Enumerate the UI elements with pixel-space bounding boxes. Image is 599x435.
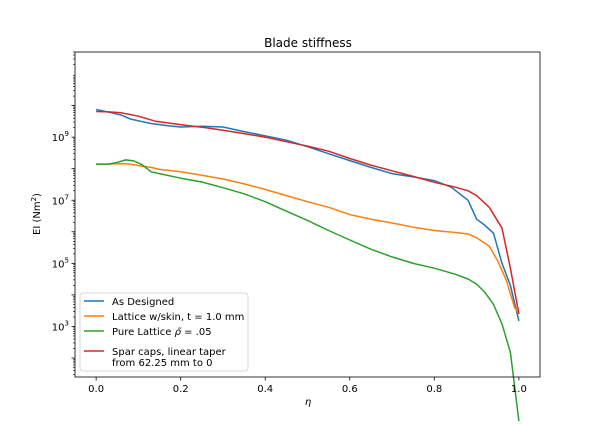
y-tick-label: 107	[52, 193, 69, 207]
chart-title: Blade stiffness	[264, 36, 352, 50]
y-axis: 103 105 107 109	[52, 51, 75, 375]
y-tick-label: 105	[52, 256, 69, 270]
x-axis-label: η	[305, 397, 311, 408]
y-tick-label: 103	[52, 319, 69, 333]
y-axis-label: EI (Nm2)	[30, 193, 43, 235]
series-line-1	[95, 108, 520, 322]
plot-frame	[74, 51, 541, 378]
x-tick-label: 0.2	[173, 384, 189, 395]
legend-label-4: Spar caps, linear taper	[112, 347, 227, 358]
series-line-4	[96, 110, 520, 315]
legend-frame	[79, 292, 249, 372]
legend: As Designed Lattice w/skin, t = 1.0 mm Pur…	[79, 292, 249, 372]
legend-label-1: As Designed	[112, 297, 174, 308]
legend-items: As Designed Lattice w/skin, t = 1.0 mm Pur…	[84, 297, 244, 369]
x-tick-label: 0.4	[257, 384, 273, 395]
x-tick-label: 0.6	[342, 384, 358, 395]
x-tick-label: 0.0	[88, 384, 104, 395]
y-tick-label: 109	[52, 130, 69, 144]
legend-label-3: Pure Lattice ρ̃ = .05	[112, 326, 212, 338]
series-layer	[95, 108, 520, 422]
x-tick-label: 1.0	[511, 384, 527, 395]
x-tick-label: 0.8	[426, 384, 442, 395]
x-axis: 0.0 0.2 0.4 0.6 0.8 1.0	[88, 377, 527, 395]
legend-label-2: Lattice w/skin, t = 1.0 mm	[112, 312, 244, 323]
series-line-3	[96, 159, 520, 422]
legend-label-4: from 62.25 mm to 0	[112, 358, 213, 369]
